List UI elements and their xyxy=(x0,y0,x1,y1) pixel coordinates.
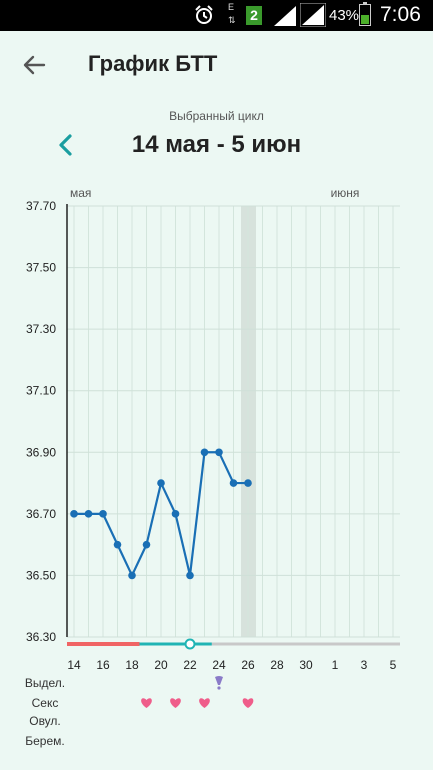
legend-row-label: Секс xyxy=(32,696,59,710)
chevron-left-icon[interactable] xyxy=(54,132,78,158)
data-arrows-icon: E ⇅ xyxy=(228,2,236,25)
legend-row-label: Берем. xyxy=(25,734,64,748)
signal-icon xyxy=(300,3,326,27)
heart-icon xyxy=(199,698,210,708)
temperature-point xyxy=(186,571,194,580)
temperature-point xyxy=(84,510,93,518)
page-title: График БТТ xyxy=(88,51,218,76)
x-tick-label: 18 xyxy=(125,658,139,672)
month-label: июня xyxy=(331,186,360,200)
y-tick-label: 36.30 xyxy=(26,630,56,644)
temperature-point xyxy=(142,540,151,549)
y-tick-label: 37.50 xyxy=(26,261,56,275)
x-tick-label: 1 xyxy=(332,658,339,672)
legend-row-label: Выдел. xyxy=(25,676,65,690)
legend-row-label: Овул. xyxy=(29,714,61,728)
heart-icon xyxy=(141,698,152,708)
x-tick-label: 20 xyxy=(154,658,168,672)
temperature-point xyxy=(229,479,238,487)
temperature-point xyxy=(215,448,223,457)
cycle-range: 14 мая - 5 июн xyxy=(131,131,302,158)
month-label: мая xyxy=(70,186,91,200)
battery-icon xyxy=(359,2,371,26)
battery-percent: 43% xyxy=(329,7,360,24)
temperature-point xyxy=(244,479,252,487)
heart-icon xyxy=(242,698,254,708)
arrow-left-icon[interactable] xyxy=(22,53,46,77)
temperature-point xyxy=(157,479,165,487)
heart-icon xyxy=(170,698,181,708)
temperature-point xyxy=(128,571,136,580)
y-tick-label: 36.50 xyxy=(26,568,56,582)
temperature-point xyxy=(70,510,78,518)
status-clock: 7:06 xyxy=(380,3,421,26)
temperature-point xyxy=(200,448,209,457)
x-tick-label: 5 xyxy=(390,658,397,672)
status-bar: E ⇅ 2 43% 7:06 xyxy=(0,0,433,31)
temperature-point xyxy=(99,510,107,518)
network-type: E xyxy=(228,2,235,12)
ovulation-marker xyxy=(184,638,196,650)
x-tick-label: 22 xyxy=(183,658,197,672)
x-tick-label: 14 xyxy=(67,658,81,672)
temperature-point xyxy=(171,510,180,518)
x-tick-label: 26 xyxy=(241,658,255,672)
x-tick-label: 3 xyxy=(361,658,368,672)
sim2-icon: 2 xyxy=(246,6,262,25)
y-tick-label: 37.30 xyxy=(26,322,56,336)
y-tick-label: 36.70 xyxy=(26,507,56,521)
y-tick-label: 37.10 xyxy=(26,384,56,398)
alarm-icon xyxy=(195,5,213,24)
drop-icon xyxy=(215,676,223,690)
x-tick-label: 30 xyxy=(299,658,313,672)
y-tick-label: 37.70 xyxy=(26,199,56,213)
bbt-chart: 37.70 37.50 37.30 37.10 36.90 36.70 36.50 36.30… xyxy=(25,186,400,748)
signal-icon xyxy=(274,6,296,26)
y-tick-label: 36.90 xyxy=(26,445,56,459)
x-tick-label: 24 xyxy=(212,658,226,672)
x-tick-label: 28 xyxy=(270,658,284,672)
cycle-caption: Выбранный цикл xyxy=(169,109,264,123)
x-tick-label: 16 xyxy=(96,658,110,672)
temperature-point xyxy=(113,540,122,549)
